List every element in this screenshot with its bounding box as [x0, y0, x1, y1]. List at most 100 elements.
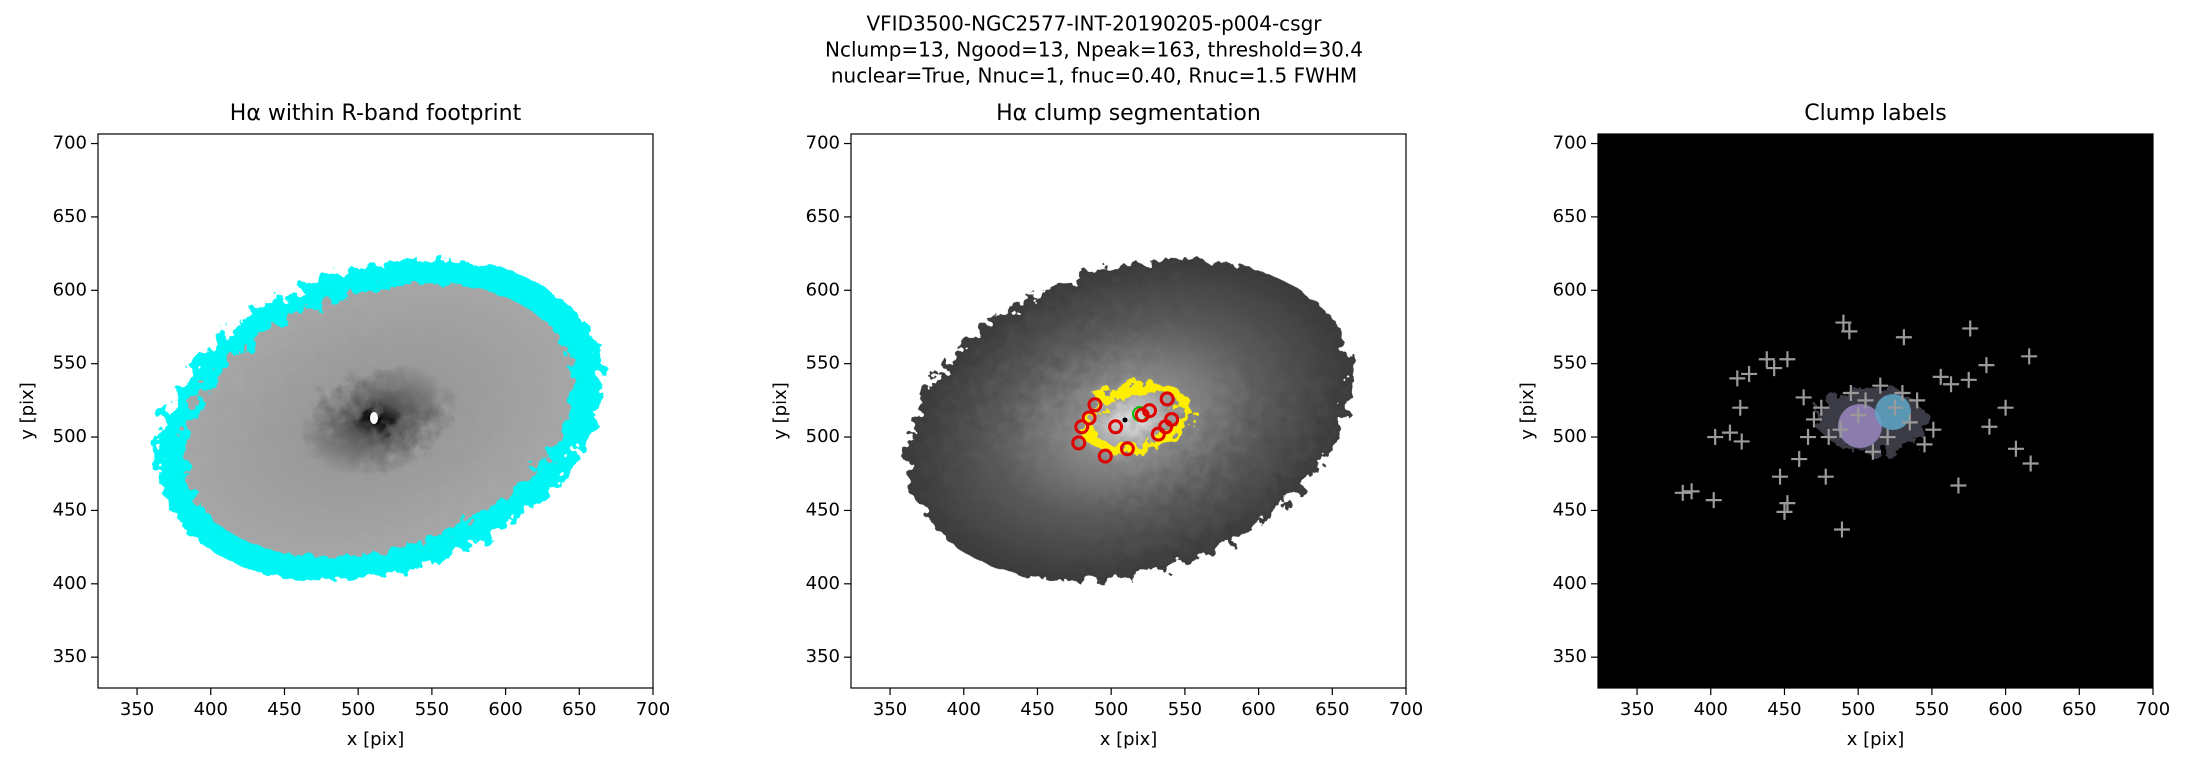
- y-tick-label: 400: [1553, 573, 1587, 594]
- peak-marker: [1943, 376, 1960, 393]
- peak-marker: [1772, 468, 1789, 485]
- x-tick-label: 400: [1694, 699, 1728, 720]
- figure-title: Nclump=13, Ngood=13, Npeak=163, threshol…: [825, 38, 1363, 62]
- y-tick-label: 700: [806, 133, 840, 154]
- x-tick-label: 350: [873, 699, 907, 720]
- peak-marker: [1758, 351, 1775, 368]
- x-tick-label: 600: [488, 699, 522, 720]
- peak-marker: [1872, 377, 1889, 394]
- clump-marker: [1108, 419, 1124, 435]
- galaxy-image: [908, 259, 1352, 581]
- y-tick-label: 450: [53, 499, 87, 520]
- x-axis-label: x [pix]: [1847, 729, 1905, 750]
- peak-marker: [1841, 323, 1858, 340]
- x-tick-label: 550: [1915, 699, 1949, 720]
- x-tick-label: 650: [562, 699, 596, 720]
- axes-frame: [97, 133, 654, 689]
- clump-marker: [1081, 410, 1097, 426]
- y-tick-label: 650: [1553, 206, 1587, 227]
- x-tick-label: 450: [1767, 699, 1801, 720]
- x-tick-label: 650: [1315, 699, 1349, 720]
- clump-marker: [1159, 391, 1175, 407]
- peak-marker: [1978, 357, 1995, 374]
- y-tick-label: 500: [53, 426, 87, 447]
- label-image: [1598, 134, 2153, 688]
- x-tick-label: 600: [1241, 699, 1275, 720]
- peak-marker: [1779, 495, 1796, 512]
- y-axis-label: y [pix]: [17, 382, 38, 440]
- peak-marker: [1997, 399, 2014, 416]
- y-tick-label: 600: [806, 279, 840, 300]
- y-tick-label: 650: [53, 206, 87, 227]
- peak-marker: [1960, 371, 1977, 388]
- y-tick-label: 600: [1553, 279, 1587, 300]
- axes-title: Clump labels: [1804, 101, 1946, 126]
- clump-marker: [1134, 407, 1150, 423]
- peak-marker: [1895, 329, 1912, 346]
- y-tick-label: 400: [53, 573, 87, 594]
- x-tick-label: 350: [1620, 699, 1654, 720]
- figure-title: nuclear=True, Nnuc=1, fnuc=0.40, Rnuc=1.…: [831, 64, 1357, 88]
- peak-marker: [1916, 436, 1933, 453]
- x-tick-label: 350: [120, 699, 154, 720]
- y-tick-label: 500: [1553, 426, 1587, 447]
- x-tick-label: 500: [1841, 699, 1875, 720]
- peak-marker: [1879, 429, 1896, 446]
- x-tick-label: 550: [415, 699, 449, 720]
- clump-marker: [1097, 448, 1113, 464]
- peak-marker: [1962, 320, 1979, 337]
- x-tick-label: 450: [1020, 699, 1054, 720]
- peak-marker: [1981, 418, 1998, 435]
- y-tick-label: 550: [806, 353, 840, 374]
- y-tick-label: 600: [53, 279, 87, 300]
- peak-marker: [1909, 392, 1926, 409]
- peak-marker: [1832, 421, 1849, 438]
- peak-marker: [1813, 399, 1830, 416]
- peak-marker: [1779, 351, 1796, 368]
- peak-marker: [1887, 399, 1904, 416]
- y-tick-label: 350: [806, 646, 840, 667]
- peak-marker: [1791, 451, 1808, 468]
- peak-marker: [1674, 484, 1691, 501]
- peak-marker: [1776, 503, 1793, 520]
- peak-marker: [1707, 429, 1724, 446]
- peak-marker: [1741, 365, 1758, 382]
- peak-marker: [1800, 429, 1817, 446]
- x-tick-label: 450: [267, 699, 301, 720]
- peak-marker: [1766, 360, 1783, 377]
- y-tick-label: 400: [806, 573, 840, 594]
- peak-marker: [1795, 389, 1812, 406]
- peak-marker: [1721, 424, 1738, 441]
- peak-marker: [1683, 483, 1700, 500]
- y-tick-label: 350: [53, 646, 87, 667]
- peak-marker: [1820, 429, 1837, 446]
- peak-marker: [1817, 468, 1834, 485]
- peak-marker: [1932, 368, 1949, 385]
- peak-marker: [2007, 440, 2024, 457]
- peak-marker: [2021, 348, 2038, 365]
- peak-marker: [1950, 477, 1967, 494]
- axes-title: Hα within R-band footprint: [230, 101, 522, 126]
- peak-marker: [1733, 433, 1750, 450]
- y-tick-label: 650: [806, 206, 840, 227]
- x-tick-label: 700: [2136, 699, 2170, 720]
- peak-marker: [2022, 455, 2039, 472]
- figure-title: VFID3500-NGC2577-INT-20190205-p004-csgr: [866, 12, 1322, 36]
- y-axis-label: y [pix]: [1517, 382, 1538, 440]
- x-tick-label: 400: [194, 699, 228, 720]
- axes-title: Hα clump segmentation: [996, 101, 1261, 126]
- y-tick-label: 550: [53, 353, 87, 374]
- y-tick-label: 700: [53, 133, 87, 154]
- y-tick-label: 450: [1553, 499, 1587, 520]
- x-axis-label: x [pix]: [347, 729, 405, 750]
- peak-marker: [1835, 314, 1852, 331]
- peak-marker: [1729, 370, 1746, 387]
- x-tick-label: 500: [341, 699, 375, 720]
- x-axis-label: x [pix]: [1100, 729, 1158, 750]
- clump-marker: [1074, 419, 1090, 435]
- peak-marker: [1833, 521, 1850, 538]
- clump-marker: [1119, 441, 1135, 457]
- y-tick-label: 550: [1553, 353, 1587, 374]
- y-tick-label: 350: [1553, 646, 1587, 667]
